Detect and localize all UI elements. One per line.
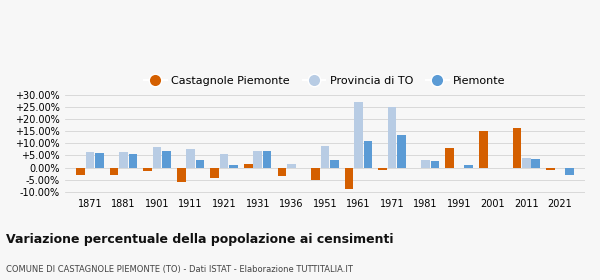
- Bar: [177, 167, 185, 182]
- Bar: [86, 152, 94, 167]
- Bar: [76, 167, 85, 175]
- Bar: [263, 151, 271, 167]
- Text: Variazione percentuale della popolazione ai censimenti: Variazione percentuale della popolazione…: [6, 234, 394, 246]
- Bar: [354, 102, 363, 167]
- Bar: [546, 167, 555, 170]
- Bar: [397, 135, 406, 167]
- Legend: Castagnole Piemonte, Provincia di TO, Piemonte: Castagnole Piemonte, Provincia di TO, Pi…: [140, 71, 510, 90]
- Bar: [431, 162, 439, 167]
- Bar: [128, 154, 137, 167]
- Bar: [364, 141, 372, 167]
- Bar: [464, 165, 473, 167]
- Bar: [278, 167, 286, 176]
- Bar: [110, 167, 118, 175]
- Bar: [445, 148, 454, 167]
- Bar: [388, 107, 397, 167]
- Bar: [95, 153, 104, 167]
- Bar: [512, 128, 521, 167]
- Bar: [162, 151, 171, 167]
- Bar: [565, 167, 574, 175]
- Bar: [211, 167, 219, 178]
- Bar: [532, 159, 540, 167]
- Bar: [119, 152, 128, 167]
- Bar: [253, 151, 262, 167]
- Bar: [522, 158, 530, 167]
- Bar: [479, 131, 488, 167]
- Text: COMUNE DI CASTAGNOLE PIEMONTE (TO) - Dati ISTAT - Elaborazione TUTTITALIA.IT: COMUNE DI CASTAGNOLE PIEMONTE (TO) - Dat…: [6, 265, 353, 274]
- Bar: [186, 150, 195, 167]
- Bar: [421, 160, 430, 167]
- Bar: [244, 164, 253, 167]
- Bar: [345, 167, 353, 189]
- Bar: [143, 167, 152, 171]
- Bar: [311, 167, 320, 180]
- Bar: [196, 160, 205, 167]
- Bar: [153, 147, 161, 167]
- Bar: [287, 164, 296, 167]
- Bar: [220, 154, 229, 167]
- Bar: [229, 165, 238, 167]
- Bar: [320, 146, 329, 167]
- Bar: [378, 167, 387, 170]
- Bar: [330, 160, 338, 167]
